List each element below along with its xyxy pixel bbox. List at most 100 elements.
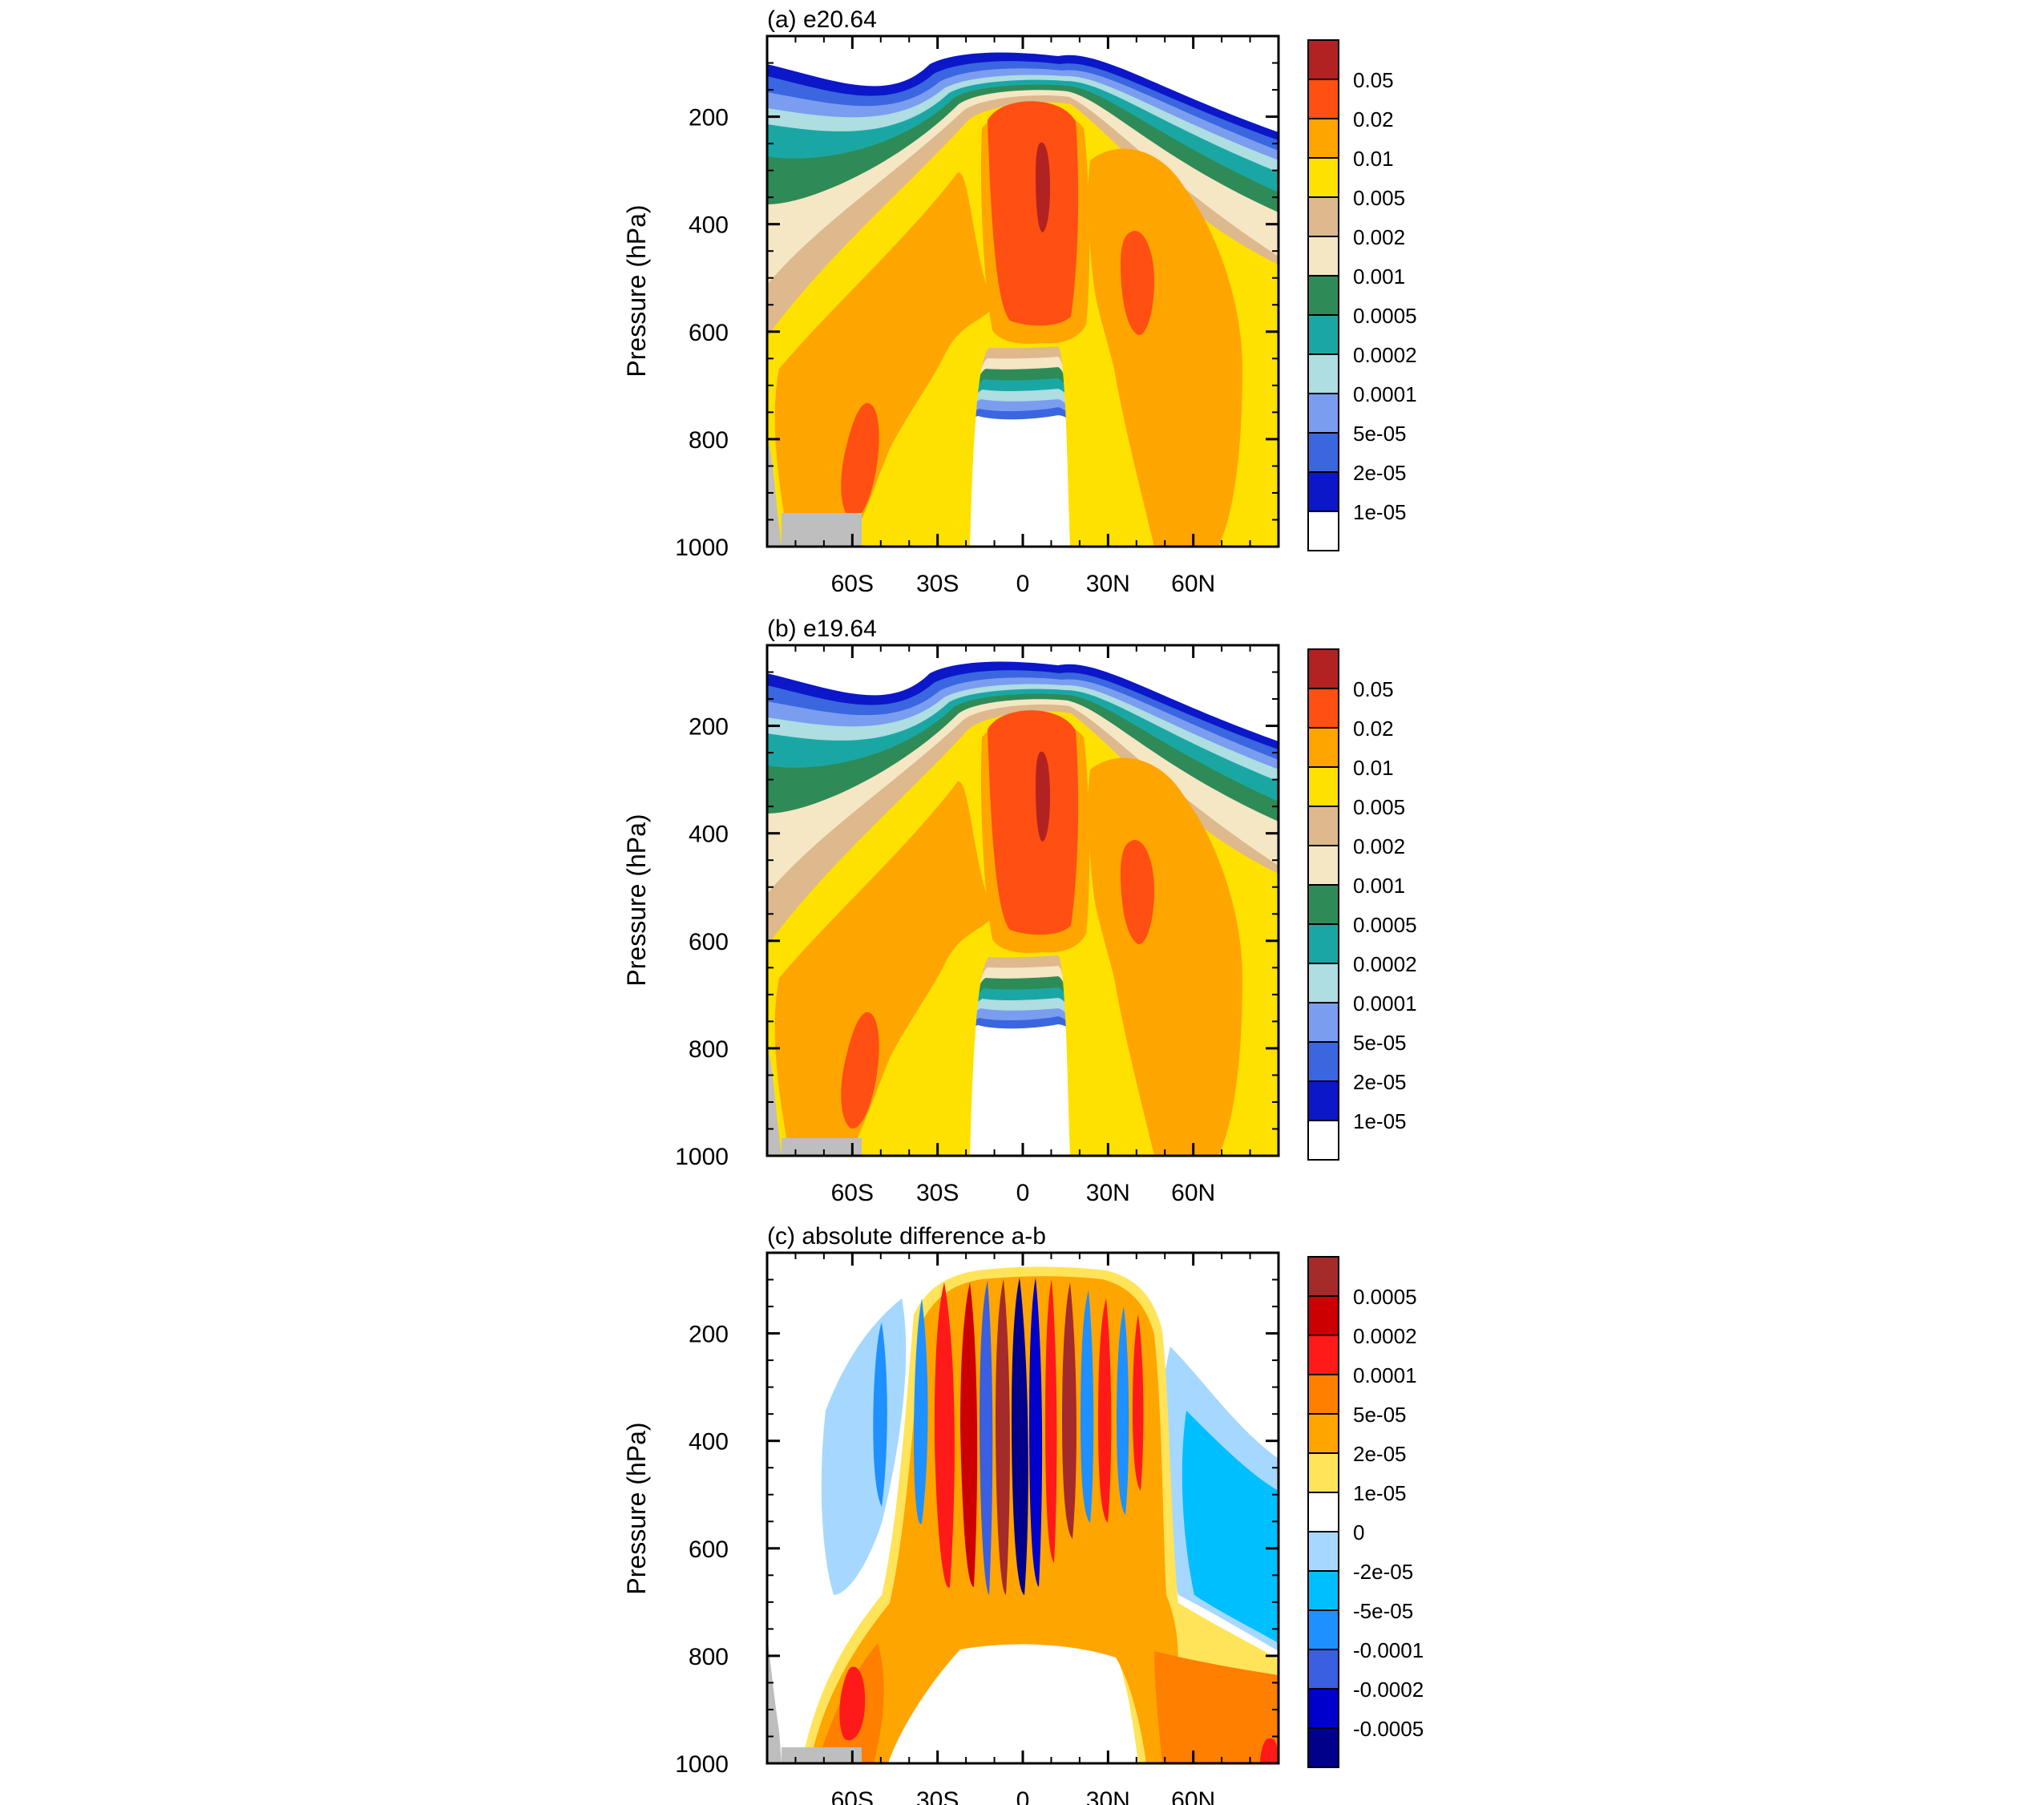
- panel-a-colorbar: 1e-05 2e-05 5e-05 0.0001 0.0002 0.0005 0.001 0.…: [1307, 39, 1417, 551]
- colorbar-swatch: [1307, 393, 1339, 434]
- x-tick-label: 30S: [916, 571, 959, 597]
- x-tick-label: 30N: [1086, 1180, 1130, 1206]
- panel-b-axes: 60S 30S 0 30N 60N 200 400 600 800 1000: [675, 645, 1279, 1206]
- x-tick-label: 60S: [831, 1180, 874, 1206]
- y-tick-label: 800: [689, 1036, 729, 1063]
- colorbar-label: 0.0001: [1353, 382, 1417, 406]
- panel-a-band-red-right: [1121, 231, 1154, 336]
- panel-b-title: (b) e19.64: [767, 616, 877, 642]
- colorbar-label: -5e-05: [1353, 1599, 1413, 1623]
- panel-c-axes: 60S 30S 0 30N 60N 200 400 600 800 1000: [675, 1253, 1279, 1805]
- panel-a-ylabel: Pressure (hPa): [622, 204, 651, 377]
- panel-c-title: (c) absolute difference a-b: [767, 1223, 1046, 1250]
- colorbar-swatch: [1307, 471, 1339, 512]
- panel-c-stripe-blue-2: [980, 1281, 993, 1595]
- colorbar-label: 5e-05: [1353, 1031, 1407, 1055]
- colorbar-swatch: [1307, 1492, 1339, 1532]
- panel-a: (a) e20.64 Pressure (hPa) 60S 30S 0 30N 60N 2…: [622, 6, 1417, 597]
- colorbar-label: -0.0001: [1353, 1638, 1424, 1662]
- colorbar-label: 1e-05: [1353, 500, 1407, 524]
- panel-c-stripe-red-2: [1045, 1279, 1057, 1563]
- colorbar-label: 0.0001: [1353, 1363, 1417, 1387]
- x-tick-label: 30S: [916, 1180, 959, 1206]
- y-tick-label: 1000: [675, 535, 729, 561]
- x-tick-label: 60N: [1171, 571, 1215, 597]
- y-tick-label: 200: [689, 1322, 729, 1348]
- colorbar-swatch: [1307, 1688, 1339, 1729]
- colorbar-swatch: [1307, 353, 1339, 394]
- colorbar-swatch: [1307, 648, 1339, 689]
- colorbar-label: 0.01: [1353, 756, 1394, 780]
- colorbar-swatch: [1307, 963, 1339, 1003]
- panel-c-stripe-darkblue: [1029, 1278, 1043, 1587]
- colorbar-label: 2e-05: [1353, 1070, 1407, 1094]
- panel-b-band-red-left: [841, 1012, 879, 1129]
- panel-a-title: (a) e20.64: [767, 6, 877, 33]
- panel-c-stripe-blue-3: [1081, 1290, 1094, 1523]
- colorbar-swatch: [1307, 1256, 1339, 1297]
- y-tick-label: 400: [689, 1429, 729, 1456]
- colorbar-swatch: [1307, 236, 1339, 277]
- colorbar-swatch: [1307, 845, 1339, 886]
- colorbar-label: 0.0005: [1353, 304, 1417, 328]
- colorbar-swatch: [1307, 275, 1339, 316]
- panel-c-region-cyan-right: [1182, 1411, 1279, 1643]
- colorbar-label: 0.002: [1353, 834, 1405, 858]
- colorbar-label: 0.002: [1353, 225, 1405, 249]
- y-tick-label: 600: [689, 320, 729, 346]
- colorbar-swatch: [1307, 511, 1339, 551]
- colorbar-label: 0.0005: [1353, 913, 1417, 937]
- colorbar-swatch: [1307, 1295, 1339, 1336]
- colorbar-label: 0.05: [1353, 68, 1394, 92]
- colorbar-swatch: [1307, 314, 1339, 355]
- panel-c: (c) absolute difference a-b Pressure (hP…: [622, 1223, 1424, 1805]
- colorbar-swatch: [1307, 79, 1339, 119]
- x-tick-label: 30N: [1086, 1787, 1130, 1805]
- colorbar-label: 1e-05: [1353, 1481, 1407, 1505]
- colorbar-swatch: [1307, 196, 1339, 237]
- colorbar-label: 0.0002: [1353, 343, 1417, 367]
- x-tick-label: 60S: [831, 571, 874, 597]
- panel-a-contour-field: [767, 52, 1279, 547]
- colorbar-label: 0.0002: [1353, 1324, 1417, 1348]
- y-tick-label: 400: [689, 822, 729, 848]
- colorbar-label: 0.0002: [1353, 952, 1417, 976]
- colorbar-swatch: [1307, 923, 1339, 964]
- colorbar-label: 0.02: [1353, 717, 1394, 741]
- panel-c-stripe-blue-1: [914, 1298, 928, 1524]
- x-tick-label: 30N: [1086, 571, 1130, 597]
- colorbar-label: 1e-05: [1353, 1109, 1407, 1133]
- colorbar-swatch: [1307, 1649, 1339, 1690]
- x-tick-label: 0: [1016, 571, 1030, 597]
- panel-b-contour-field: [767, 661, 1279, 1156]
- panel-c-stripe-red-1: [934, 1282, 955, 1588]
- panel-a-axes: 60S 30S 0 30N 60N 200 400 600 800 1000: [675, 36, 1279, 597]
- panel-c-stripe-darkred-3: [1062, 1282, 1077, 1539]
- colorbar-swatch: [1307, 806, 1339, 846]
- y-tick-label: 1000: [675, 1751, 729, 1778]
- panel-c-stripe-darkred-1: [960, 1282, 978, 1587]
- colorbar-label: 0.01: [1353, 147, 1394, 171]
- colorbar-swatch: [1307, 1002, 1339, 1043]
- colorbar-label: 0.05: [1353, 677, 1394, 701]
- panel-b: (b) e19.64 Pressure (hPa) 60S 30S 0 30N 60N 2…: [622, 616, 1417, 1206]
- y-tick-label: 1000: [675, 1144, 729, 1170]
- panel-c-colorbar: -0.0005 -0.0002 -0.0001 -5e-05 -2e-05 0 1e-05 2…: [1307, 1256, 1424, 1768]
- panel-c-blob-red-left: [839, 1666, 866, 1741]
- colorbar-label: 2e-05: [1353, 1442, 1407, 1466]
- colorbar-swatch: [1307, 1413, 1339, 1454]
- x-tick-label: 30S: [916, 1787, 959, 1805]
- colorbar-swatch: [1307, 1120, 1339, 1161]
- y-tick-label: 600: [689, 929, 729, 955]
- colorbar-label: 2e-05: [1353, 461, 1407, 485]
- x-tick-label: 0: [1016, 1180, 1030, 1206]
- colorbar-swatch: [1307, 727, 1339, 768]
- x-tick-label: 60N: [1171, 1787, 1215, 1805]
- colorbar-swatch: [1307, 157, 1339, 198]
- panel-a-band-red-center: [988, 101, 1079, 326]
- panel-c-contour-field: [767, 1266, 1279, 1763]
- colorbar-swatch: [1307, 1374, 1339, 1415]
- panel-b-band-red-center: [988, 710, 1079, 935]
- colorbar-swatch: [1307, 1531, 1339, 1572]
- colorbar-swatch: [1307, 1335, 1339, 1375]
